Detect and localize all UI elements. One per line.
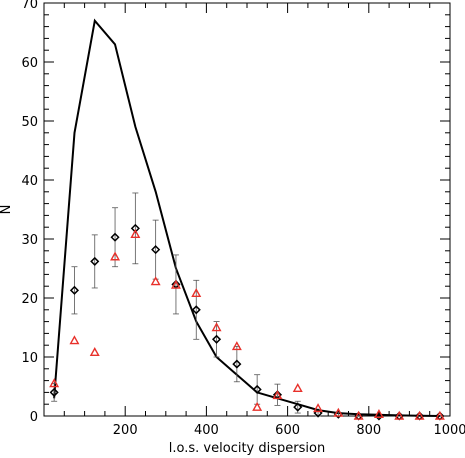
triangle-marker bbox=[373, 408, 384, 418]
series-layer bbox=[49, 18, 445, 421]
x-tick-label: 600 bbox=[275, 423, 300, 438]
triangle-marker bbox=[231, 341, 242, 351]
x-tick-label: 200 bbox=[113, 423, 138, 438]
y-tick-label: 60 bbox=[21, 56, 38, 71]
triangle-marker bbox=[252, 401, 263, 411]
triangle-marker bbox=[110, 251, 121, 261]
diamond-marker bbox=[211, 334, 222, 344]
diamond-marker bbox=[252, 384, 262, 395]
y-tick-label: 50 bbox=[21, 115, 38, 130]
triangle-marker bbox=[313, 403, 324, 413]
diamond-marker bbox=[69, 285, 80, 295]
triangle-marker bbox=[333, 407, 344, 417]
triangle-marker bbox=[211, 322, 222, 332]
triangle-marker bbox=[272, 390, 283, 400]
y-tick-label: 10 bbox=[21, 351, 38, 366]
triangle-marker bbox=[292, 383, 303, 393]
triangle-marker bbox=[353, 410, 364, 420]
axes-layer: 200 400 600 800 1000 0 10 20 30 40 50 60 70 bbox=[21, 0, 465, 438]
plot-frame bbox=[43, 2, 451, 417]
y-tick-label: 70 bbox=[21, 0, 38, 12]
triangle-marker bbox=[130, 229, 141, 239]
x-tick-label: 1000 bbox=[433, 423, 465, 438]
diamond-marker bbox=[151, 245, 161, 255]
y-tick-label: 20 bbox=[21, 292, 38, 307]
triangle-marker bbox=[150, 276, 161, 286]
triangle-marker bbox=[191, 288, 202, 298]
diamond-marker bbox=[191, 305, 201, 315]
x-tick-label: 800 bbox=[356, 423, 381, 438]
triangle-marker bbox=[414, 410, 425, 420]
x-axis-label: l.o.s. velocity dispersion bbox=[169, 441, 325, 456]
diamond-marker bbox=[90, 256, 100, 266]
model-curve bbox=[53, 18, 440, 417]
triangle-marker bbox=[69, 335, 80, 345]
y-tick-label: 0 bbox=[30, 410, 38, 425]
triangle-marker bbox=[170, 279, 181, 289]
diamond-marker bbox=[110, 232, 120, 242]
y-tick-label: 40 bbox=[21, 174, 38, 189]
triangle-marker bbox=[89, 347, 100, 357]
x-tick-label: 400 bbox=[194, 423, 219, 438]
triangle-marker bbox=[49, 378, 60, 388]
diamond-marker bbox=[232, 359, 242, 369]
triangle-marker bbox=[434, 410, 445, 420]
diamond-marker bbox=[49, 387, 59, 397]
diamond-marker bbox=[293, 402, 303, 412]
y-axis-label: N bbox=[0, 205, 14, 215]
y-tick-label: 30 bbox=[21, 233, 38, 248]
triangle-marker bbox=[394, 410, 405, 420]
